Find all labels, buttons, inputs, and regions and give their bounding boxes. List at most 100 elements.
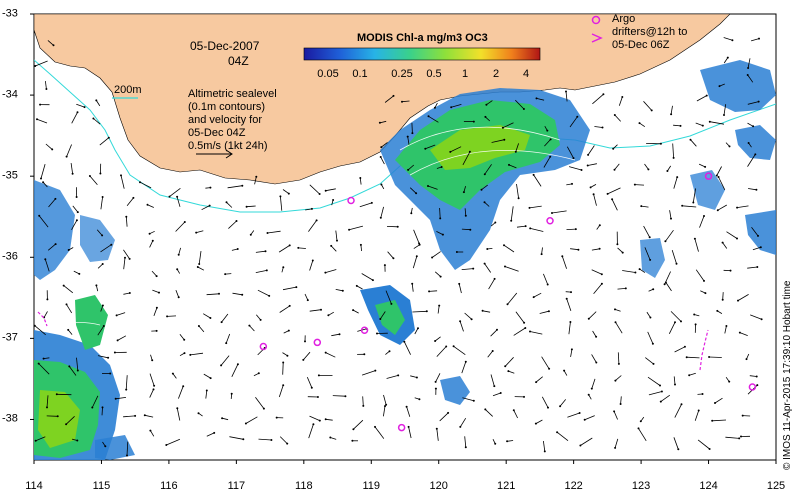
velocity-arrow [100,305,104,312]
velocity-arrow-head [65,155,68,158]
velocity-arrow-head [455,251,458,253]
velocity-arrow [508,164,517,169]
velocity-arrow [716,166,722,176]
velocity-arrow [325,352,336,358]
velocity-arrow-head [650,109,653,112]
velocity-arrow [45,143,53,150]
velocity-arrow-head [651,342,654,345]
velocity-arrow-head [139,181,141,184]
velocity-arrow-head [565,297,568,300]
velocity-arrow-head [128,257,131,260]
velocity-arrow-head [621,251,624,254]
velocity-arrow [115,397,127,400]
velocity-arrow-head [37,362,40,365]
velocity-arrow [335,289,343,292]
velocity-arrow [543,440,546,452]
velocity-arrow-head [675,262,678,265]
velocity-arrow-head [614,321,617,324]
velocity-arrow-head [616,243,619,246]
velocity-arrow [76,357,79,371]
isobath-label: 200m [114,84,142,96]
velocity-arrow-head [506,303,509,306]
argo-float-marker [360,326,369,335]
velocity-arrow [71,112,78,124]
velocity-arrow [225,273,232,275]
velocity-arrow-head [359,177,362,179]
velocity-arrow [484,201,490,207]
velocity-arrow [588,311,597,320]
velocity-arrow-head [152,388,155,391]
velocity-arrow [309,415,320,421]
velocity-arrow-head [721,241,724,244]
velocity-arrow [67,329,73,335]
velocity-arrow-head [449,150,452,153]
velocity-arrow [750,38,760,42]
velocity-arrow-head [503,244,505,247]
velocity-arrow [100,244,112,253]
velocity-arrow-head [42,181,45,184]
velocity-arrow-head [602,93,605,96]
velocity-arrow-head [517,197,520,200]
velocity-arrow-head [486,248,489,250]
argo-track [196,462,200,470]
velocity-arrow [282,189,290,194]
map-date: 05-Dec-2007 [190,39,260,53]
velocity-arrow [435,373,441,383]
velocity-arrow-head [459,425,462,428]
velocity-arrow [459,417,467,428]
velocity-arrow-head [324,271,327,274]
velocity-arrow [436,428,439,441]
velocity-arrow [206,432,215,437]
velocity-arrow [587,145,595,156]
velocity-arrow-head [75,219,78,222]
velocity-arrow-head [355,284,358,287]
velocity-arrow-head [660,390,663,393]
velocity-arrow-head [483,262,486,265]
velocity-arrow [97,325,105,336]
y-tick-label: -37 [2,331,18,344]
velocity-arrow [348,225,364,231]
velocity-arrow-head [65,303,68,306]
velocity-arrow-head [606,192,609,195]
velocity-arrow-head [405,405,408,408]
velocity-arrow-head [704,165,707,168]
velocity-arrow [671,249,677,264]
velocity-arrow [46,395,49,408]
velocity-arrow-head [634,271,637,274]
velocity-arrow [413,229,420,244]
argo-legend-line: 05-Dec 06Z [612,39,670,51]
velocity-arrow [353,419,364,430]
colorbar-tick: 0.1 [352,68,368,80]
velocity-arrow-head [318,419,321,422]
velocity-arrow-head [746,74,749,76]
velocity-arrow-head [151,359,154,362]
velocity-arrow-head [740,435,742,438]
velocity-arrow [202,313,211,319]
velocity-arrow-head [576,115,579,118]
velocity-arrow-head [318,193,321,195]
velocity-arrow-head [407,168,410,171]
velocity-arrow-head [586,164,589,167]
velocity-arrow [279,436,288,444]
velocity-arrow-head [374,425,376,428]
velocity-arrow-head [754,153,757,156]
velocity-arrow [309,184,320,195]
velocity-arrow-head [679,124,682,127]
velocity-arrow-head [424,147,427,150]
velocity-arrow-head [728,380,731,383]
velocity-arrow-head [757,100,760,103]
velocity-arrow [485,409,493,417]
velocity-arrow-head [177,296,180,299]
velocity-arrow [464,208,467,216]
velocity-arrow [737,205,749,208]
velocity-arrow [206,293,220,296]
velocity-arrow-head [403,340,406,343]
velocity-arrow-head [218,292,220,295]
velocity-arrow [620,396,622,405]
velocity-arrow-head [688,374,691,377]
velocity-arrow [267,230,281,234]
velocity-arrow-head [447,411,450,414]
velocity-arrow-head [183,352,186,355]
velocity-arrow-head [664,240,667,243]
velocity-arrow-head [587,393,590,396]
